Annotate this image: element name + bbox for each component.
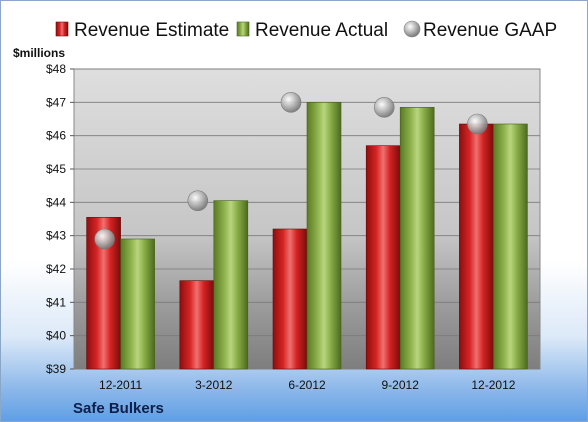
chart-legend: Revenue Estimate Revenue Actual Revenue GA…	[55, 20, 557, 41]
y-axis-unit-label: $millions	[13, 46, 65, 60]
x-tick-label: 12-2012	[471, 378, 515, 392]
y-axis-ticks: $39 $40 $41 $42 $43 $44 $45 $46 $47 $48	[46, 62, 74, 376]
gaap-markers	[94, 92, 488, 250]
y-tick-label: $43	[46, 229, 66, 243]
y-tick-label: $45	[46, 162, 66, 176]
y-tick-label: $40	[46, 329, 66, 343]
y-tick-label: $39	[46, 362, 66, 376]
legend-label-0: Revenue Estimate	[74, 20, 229, 41]
legend-label-2: Revenue GAAP	[423, 20, 557, 41]
bar-marks	[86, 102, 528, 370]
legend-swatch-0	[55, 21, 69, 37]
y-tick-label: $47	[46, 95, 66, 109]
y-tick-label: $48	[46, 62, 66, 76]
bar-revenue-estimate	[459, 123, 494, 370]
bar-revenue-estimate	[179, 280, 215, 370]
x-tick-label: 3-2012	[195, 378, 233, 392]
marker-revenue-gaap	[187, 190, 209, 211]
y-tick-label: $42	[46, 262, 66, 276]
bar-revenue-actual	[213, 200, 249, 370]
y-tick-label: $44	[46, 195, 66, 209]
bar-revenue-actual	[399, 107, 435, 370]
x-axis-ticks: 12-2011 3-2012 6-2012 9-2012 12-2012	[99, 378, 516, 392]
bar-revenue-actual	[306, 102, 342, 370]
marker-revenue-gaap	[280, 92, 302, 113]
legend-label-1: Revenue Actual	[255, 20, 388, 41]
x-tick-label: 6-2012	[288, 378, 326, 392]
legend-swatch-2	[403, 20, 421, 38]
bar-revenue-estimate	[272, 228, 308, 370]
y-tick-label: $46	[46, 129, 66, 143]
bar-revenue-actual	[120, 238, 155, 370]
bar-revenue-actual	[493, 123, 528, 370]
marker-revenue-gaap	[467, 113, 488, 135]
x-tick-label: 12-2011	[99, 378, 142, 392]
y-tick-label: $41	[46, 295, 66, 309]
marker-revenue-gaap	[94, 228, 115, 250]
x-tick-label: 9-2012	[382, 378, 420, 392]
bar-revenue-estimate	[365, 145, 401, 370]
legend-swatch-1	[236, 21, 250, 37]
marker-revenue-gaap	[373, 97, 395, 118]
company-name: Safe Bulkers	[73, 400, 164, 417]
